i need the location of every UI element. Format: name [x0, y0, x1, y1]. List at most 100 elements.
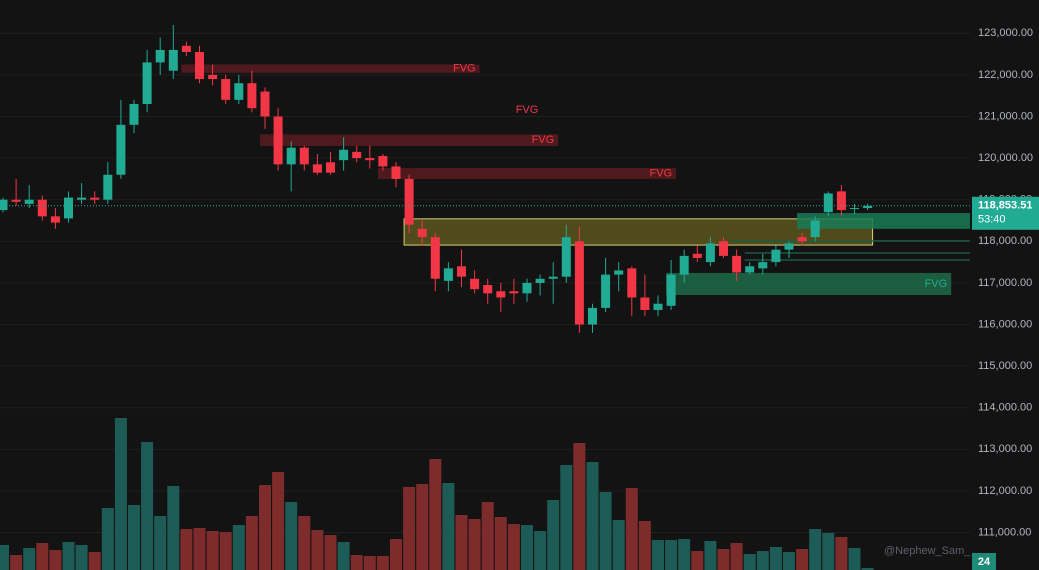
candle-body: [391, 166, 401, 179]
volume-bar: [507, 524, 520, 570]
candle-body: [719, 241, 728, 256]
candle-body: [522, 282, 532, 294]
volume-bar: [337, 542, 350, 570]
zone-label: FVG: [649, 167, 672, 179]
candle-body: [155, 49, 165, 63]
volume-bar: [861, 568, 874, 570]
candle-body: [90, 197, 100, 200]
candle-body: [679, 255, 689, 275]
volume-bar: [822, 533, 835, 570]
candle-body: [181, 45, 191, 53]
volume-bar: [586, 462, 599, 570]
candle-body: [404, 178, 414, 225]
volume-bar: [403, 487, 416, 570]
candle-body: [574, 241, 584, 325]
candle-body: [496, 291, 506, 298]
volume-bar: [468, 519, 481, 570]
candle-body: [299, 147, 309, 165]
volume-bar: [62, 542, 75, 570]
countdown: 53:40: [978, 214, 1006, 226]
candle-body: [640, 297, 650, 310]
badge: 24: [978, 556, 991, 568]
candle-body: [784, 243, 794, 250]
volume-bar: [49, 550, 62, 570]
candle-body: [457, 266, 466, 277]
y-tick-label: 117,000.00: [978, 277, 1032, 289]
candle-body: [234, 83, 244, 100]
y-tick-label: 111,000.00: [978, 526, 1031, 538]
volume-bar: [23, 548, 36, 570]
candle-body: [548, 276, 558, 279]
candle-body: [601, 274, 611, 308]
price-axis: 111,000.00 112,000.00 113,000.00 114,000.00…: [972, 27, 1039, 570]
volume-bar: [481, 502, 494, 570]
volume-bar: [272, 472, 285, 570]
candle-body: [273, 116, 283, 165]
volume-bar: [154, 516, 167, 570]
y-tick-label: 116,000.00: [978, 318, 1032, 330]
last-price-box: [972, 196, 1039, 230]
candle-body: [850, 208, 859, 210]
candle-body: [443, 268, 453, 281]
candle-body: [614, 270, 624, 275]
candle-body: [771, 249, 781, 263]
y-tick-label: 118,000.00: [978, 235, 1032, 247]
volume-bar: [141, 442, 154, 570]
volume-bar: [494, 517, 507, 570]
volume-bar: [376, 556, 389, 570]
candle-body: [312, 164, 322, 173]
volume-bar: [442, 483, 455, 570]
grid: [0, 32, 970, 534]
zone-label: FVG: [925, 278, 948, 290]
candle-body: [77, 197, 87, 200]
watermark: @Nephew_Sam_: [884, 545, 971, 557]
volume-bar: [10, 555, 23, 570]
volume-bar: [101, 508, 114, 570]
volume-bar: [625, 488, 638, 570]
volume-bar: [783, 552, 795, 570]
volume-bar: [717, 549, 730, 570]
last-price-label: 118,853.51: [978, 200, 1032, 212]
candles: [0, 24, 873, 333]
volume-bar: [730, 543, 743, 570]
volume-bar: [743, 554, 756, 570]
candle-body: [430, 237, 440, 279]
volume-bar: [128, 505, 140, 570]
overlay: FVG FVG FVG FVG FVG @Nephew_Sam_: [0, 63, 971, 557]
candle-body: [535, 278, 545, 283]
candle-body: [195, 52, 204, 80]
volume-bar: [88, 552, 101, 570]
candle-body: [378, 156, 388, 167]
volume-bar: [416, 484, 429, 570]
candle-body: [208, 74, 218, 80]
volume-bar: [75, 545, 88, 570]
volume-bar: [167, 486, 180, 570]
volume-bar: [324, 535, 337, 570]
volume-bar: [534, 531, 547, 570]
zone-label: FVG: [453, 63, 476, 75]
candle-body: [129, 104, 139, 125]
volume-bar: [704, 541, 717, 570]
volume-bar: [245, 516, 258, 570]
volume-bar: [835, 537, 848, 570]
candle-body: [692, 253, 702, 258]
volume-bar: [809, 529, 822, 570]
volume-bar: [455, 515, 468, 570]
fvg-zone: [731, 240, 970, 242]
candle-body: [561, 237, 571, 277]
candle-body: [0, 199, 8, 211]
candle-body: [758, 262, 768, 269]
volume-bar: [652, 540, 664, 570]
volume-bar: [363, 556, 376, 570]
y-tick-label: 122,000.00: [978, 69, 1033, 81]
candle-body: [732, 255, 742, 273]
volume-bar: [259, 485, 271, 570]
candle-body: [588, 307, 597, 325]
candle-body: [509, 291, 519, 294]
volume-bar: [691, 551, 704, 570]
volume-bar: [521, 525, 533, 570]
candle-body: [627, 268, 637, 298]
y-tick-label: 115,000.00: [978, 360, 1032, 372]
candle-body: [326, 162, 335, 173]
